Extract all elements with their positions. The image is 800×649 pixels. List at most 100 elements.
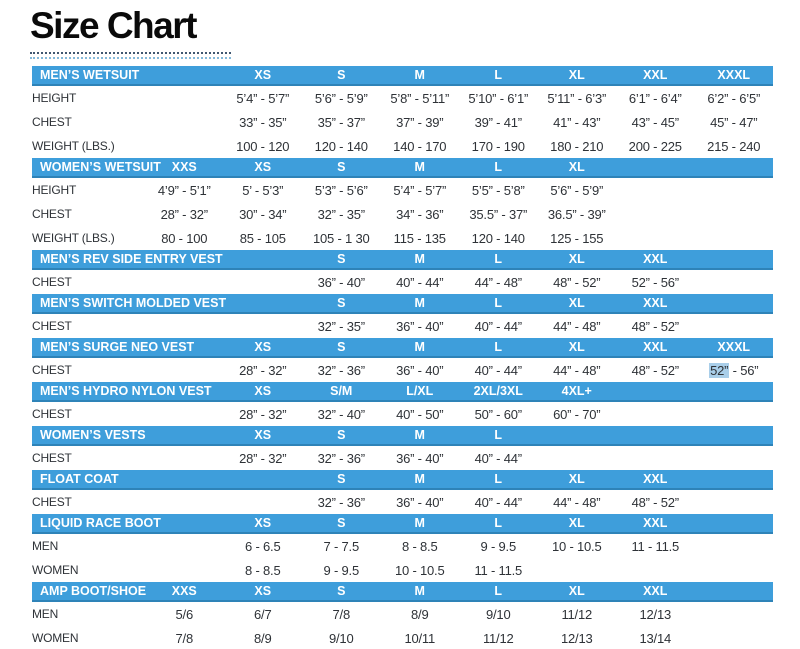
table-row: CHEST 36” - 40” 40” - 44” 44” - 48” 48” - 52…	[32, 269, 773, 294]
empty-header-cell	[223, 470, 302, 490]
table-row: CHEST 28” - 32” 32” - 36” 36” - 40” 40” - 44…	[32, 357, 773, 382]
size-value-cell: 5/6	[175, 606, 194, 622]
table-row: WEIGHT (LBS.) 100 - 120 120 - 140 140 - 170…	[32, 134, 773, 158]
size-value-cell: 48” - 52”	[553, 274, 601, 290]
size-value-cell: 44” - 48”	[553, 318, 601, 334]
size-value-cell: 125 - 155	[550, 230, 604, 246]
table-section-title: WOMEN’S WETSUIT	[32, 158, 161, 178]
size-table-float-coat: FLOAT COAT S M L XL XXL CHEST 32” - 36” 36” - 40…	[32, 470, 773, 514]
size-value-cell: 80 - 100	[161, 230, 208, 246]
size-value-cell: 120 - 140	[471, 230, 525, 246]
size-value-cell: 44” - 48”	[553, 362, 601, 378]
size-column-header: M	[380, 66, 459, 86]
size-column-header: S	[302, 158, 381, 178]
size-column-header: XXL	[616, 514, 695, 534]
size-value-cell: 28” - 32”	[239, 450, 287, 466]
size-column-header: L	[459, 470, 538, 490]
size-value-cell: 6/7	[254, 606, 272, 622]
empty-header-cell	[694, 582, 773, 602]
size-column-header: XS	[223, 582, 302, 602]
empty-cell	[616, 226, 695, 250]
size-value-cell: 11/12	[482, 630, 514, 646]
row-label: CHEST	[32, 451, 72, 465]
row-label: CHEST	[32, 363, 72, 377]
size-value-cell: 170 - 190	[471, 138, 525, 154]
size-column-header: XL	[537, 294, 616, 314]
size-column-header: S	[302, 582, 381, 602]
size-column-header: L	[459, 158, 538, 178]
size-value-cell: 215 - 240	[707, 138, 761, 154]
size-value-cell: 10/11	[404, 630, 436, 646]
size-value-cell: 85 - 105	[239, 230, 286, 246]
table-section-title: MEN’S SWITCH MOLDED VEST	[32, 294, 226, 314]
empty-cell	[145, 357, 224, 382]
size-value-cell: 7 - 7.5	[323, 538, 360, 554]
empty-cell	[145, 85, 224, 110]
row-label: WEIGHT (LBS.)	[32, 231, 115, 245]
row-label: CHEST	[32, 407, 72, 421]
size-value-cell: 5’8” - 5’11”	[390, 90, 450, 106]
size-tables-container: MEN’S WETSUIT XS S M L XL XXL XXXL HEIGHT 5’4” - …	[32, 66, 773, 649]
row-label: CHEST	[32, 319, 72, 333]
size-column-header: S	[302, 426, 381, 446]
table-header-row: MEN’S HYDRO NYLON VEST XS S/M L/XL 2XL/3XL 4X…	[32, 382, 773, 402]
empty-header-cell	[694, 250, 773, 270]
size-value-cell: 8 - 8.5	[245, 562, 281, 578]
size-column-header: XS	[223, 514, 302, 534]
table-row: WEIGHT (LBS.) 80 - 100 85 - 105 105 - 1 30 1…	[32, 226, 773, 250]
row-label: CHEST	[32, 275, 72, 289]
size-column-header: M	[380, 338, 459, 358]
size-column-header: XL	[537, 470, 616, 490]
size-column-header: 4XL+	[537, 382, 616, 402]
size-value-cell: 32” - 36”	[317, 450, 366, 466]
table-section-title: MEN’S HYDRO NYLON VEST	[32, 382, 212, 402]
empty-header-cell	[616, 426, 695, 446]
table-header-row: LIQUID RACE BOOT XS S M L XL XXL	[32, 514, 773, 534]
table-section-title: WOMEN’S VESTS	[32, 426, 146, 446]
empty-cell	[224, 313, 303, 338]
table-row: CHEST 28” - 32” 30” - 34” 32” - 35” 34” - 36…	[32, 202, 773, 226]
empty-cell	[224, 269, 303, 294]
size-value-cell: 52” - 56”	[709, 362, 759, 378]
size-column-header: L	[459, 426, 538, 446]
size-value-cell: 11 - 11.5	[474, 562, 523, 578]
size-value-cell: 6’1” - 6’4”	[628, 90, 682, 106]
empty-cell	[695, 202, 774, 226]
empty-cell	[695, 533, 774, 558]
size-column-header: XL	[537, 338, 616, 358]
size-value-cell: 9 - 9.5	[323, 562, 360, 578]
size-value-cell: 48” - 52”	[631, 494, 680, 510]
row-label: WOMEN	[32, 631, 79, 645]
empty-cell	[538, 558, 617, 582]
size-value-cell: 10 - 10.5	[394, 562, 445, 578]
size-column-header: XS	[223, 382, 302, 402]
size-value-cell: 40” - 44”	[474, 494, 523, 510]
table-row: CHEST 28” - 32” 32” - 36” 36” - 40” 40” - 44…	[32, 445, 773, 470]
size-column-header: L	[459, 582, 538, 602]
size-value-cell: 8/9	[411, 606, 429, 622]
table-header-row: FLOAT COAT S M L XL XXL	[32, 470, 773, 490]
size-value-cell: 9 - 9.5	[480, 538, 517, 554]
size-value-cell: 32” - 36”	[317, 494, 366, 510]
size-value-cell: 6’2” - 6’5”	[707, 90, 761, 106]
size-value-cell: 37” - 39”	[396, 114, 444, 130]
size-column-header: L/XL	[380, 382, 459, 402]
size-value-cell: 9/10	[328, 630, 354, 646]
table-row: CHEST 32” - 36” 36” - 40” 40” - 44” 44” - 48…	[32, 489, 773, 514]
table-section-title: MEN’S REV SIDE ENTRY VEST	[32, 250, 223, 270]
size-value-cell: 36” - 40”	[396, 318, 444, 334]
empty-header-cell	[694, 294, 773, 314]
size-column-header: XXL	[616, 582, 695, 602]
size-column-header: XL	[537, 250, 616, 270]
size-column-header: M	[380, 470, 459, 490]
size-value-cell: 40” - 50”	[396, 406, 444, 422]
size-value-cell: 44” - 48”	[553, 494, 601, 510]
size-value-cell: 120 - 140	[314, 138, 368, 154]
size-column-header: S/M	[302, 382, 381, 402]
empty-cell	[145, 558, 224, 582]
size-value-cell: 30” - 34”	[239, 206, 287, 222]
size-value-cell: 5’6” - 5’9”	[314, 90, 368, 106]
empty-cell	[695, 177, 774, 202]
size-column-header: XS	[223, 338, 302, 358]
size-value-cell: 32” - 36”	[317, 362, 366, 378]
